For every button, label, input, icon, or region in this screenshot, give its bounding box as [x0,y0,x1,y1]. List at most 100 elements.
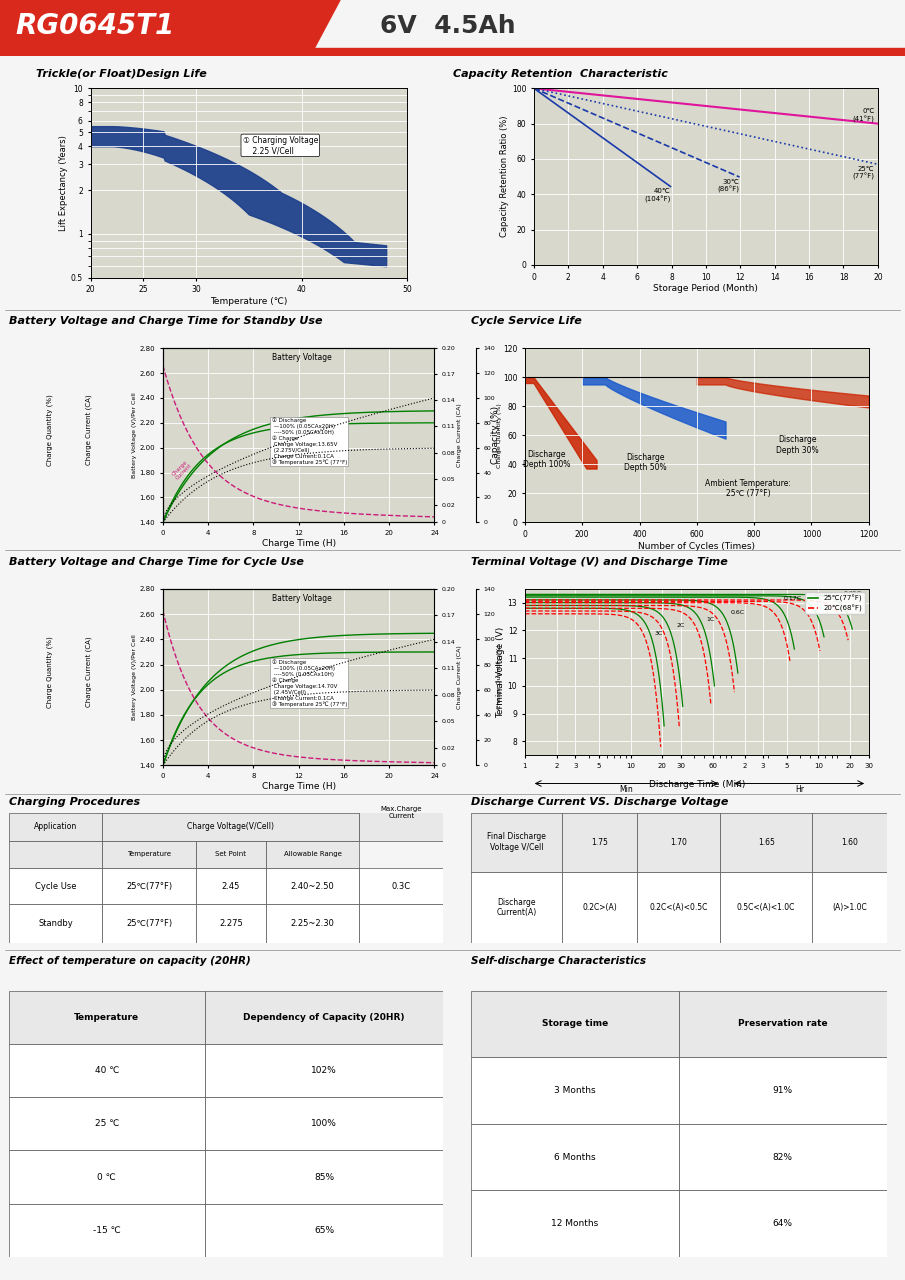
Bar [9,1044,205,1097]
Text: Charge Quantity (%): Charge Quantity (%) [46,394,53,466]
Text: ① Discharge
 —100% (0.05CAx20H)
 ----50% (0.05CAx10H)
② Charge
 Charge Voltage:1: ① Discharge —100% (0.05CAx20H) ----50% (… [272,659,347,707]
Text: Charge
Current: Charge Current [171,460,193,481]
Text: Temperature: Temperature [128,851,171,858]
Y-axis label: Charge Quantity (%): Charge Quantity (%) [497,403,502,467]
Bar [9,841,102,868]
Text: 0 ℃: 0 ℃ [98,1172,116,1181]
X-axis label: Storage Period (Month): Storage Period (Month) [653,284,758,293]
Bar [471,813,562,872]
Bar [679,1057,887,1124]
Bar [471,872,562,943]
Bar [266,868,359,904]
Text: Final Discharge
Voltage V/Cell: Final Discharge Voltage V/Cell [487,832,546,852]
Bar [195,904,266,943]
Text: 0.2C>(A): 0.2C>(A) [582,902,617,911]
Bar [9,813,102,841]
Bar [102,841,195,868]
Bar [679,1190,887,1257]
Y-axis label: Capacity (%): Capacity (%) [491,406,500,465]
Text: 25℃(77°F): 25℃(77°F) [126,882,172,891]
Text: Self-discharge Characteristics: Self-discharge Characteristics [471,956,645,966]
Text: Trickle(or Float)Design Life: Trickle(or Float)Design Life [36,69,207,79]
Bar [9,868,102,904]
Text: Ambient Temperature:
25℃ (77°F): Ambient Temperature: 25℃ (77°F) [706,479,791,498]
Bar [9,991,205,1044]
Text: Cycle Use: Cycle Use [35,882,77,891]
Bar [9,1097,205,1151]
Text: Capacity Retention  Characteristic: Capacity Retention Characteristic [452,69,667,79]
Bar [359,868,443,904]
Text: 0.17C: 0.17C [784,596,802,602]
Y-axis label: Terminal Voltage (V): Terminal Voltage (V) [496,626,505,718]
Text: Standby: Standby [38,919,73,928]
Text: 1.65: 1.65 [757,837,775,846]
Text: 0.3C: 0.3C [392,882,411,891]
Bar [266,904,359,943]
Bar [195,841,266,868]
Bar [102,904,195,943]
Bar [471,1057,679,1124]
Bar [266,841,359,868]
Y-axis label: Battery Voltage (V)/Per Cell: Battery Voltage (V)/Per Cell [132,635,137,719]
Bar [205,991,443,1044]
Text: 3 Months: 3 Months [554,1085,595,1096]
Text: 102%: 102% [311,1066,337,1075]
Text: Discharge
Depth 30%: Discharge Depth 30% [776,435,818,454]
Text: 1.70: 1.70 [671,837,687,846]
Text: Preservation rate: Preservation rate [738,1019,828,1029]
Text: 85%: 85% [314,1172,334,1181]
X-axis label: Charge Time (H): Charge Time (H) [262,539,336,548]
Text: 1C: 1C [706,617,714,622]
Text: 6V  4.5Ah: 6V 4.5Ah [380,14,516,38]
Text: 12 Months: 12 Months [551,1219,598,1229]
X-axis label: Temperature (℃): Temperature (℃) [210,297,288,306]
Text: 0.05C: 0.05C [844,591,862,595]
Text: Allowable Range: Allowable Range [284,851,341,858]
Bar [720,872,812,943]
X-axis label: Charge Time (H): Charge Time (H) [262,782,336,791]
Bar [205,1044,443,1097]
Y-axis label: Capacity Retention Ratio (%): Capacity Retention Ratio (%) [500,116,509,237]
Text: Cycle Service Life: Cycle Service Life [471,316,581,326]
Text: 0.2C<(A)<0.5C: 0.2C<(A)<0.5C [650,902,708,911]
Text: 1.60: 1.60 [841,837,858,846]
X-axis label: Discharge Time (Min): Discharge Time (Min) [649,780,745,788]
Text: Discharge
Depth 50%: Discharge Depth 50% [624,453,667,472]
Text: Charge Current (CA): Charge Current (CA) [85,394,92,466]
Text: 91%: 91% [773,1085,793,1096]
Bar [471,1190,679,1257]
Bar [9,904,102,943]
Text: Charge Quantity (%): Charge Quantity (%) [46,636,53,708]
Bar [637,872,720,943]
Text: Terminal Voltage (V) and Discharge Time: Terminal Voltage (V) and Discharge Time [471,557,728,567]
Text: 25 ℃: 25 ℃ [95,1119,119,1129]
Bar [812,813,887,872]
Text: Battery Voltage and Charge Time for Standby Use: Battery Voltage and Charge Time for Stan… [9,316,322,326]
Bar [471,1124,679,1190]
Bar [562,872,637,943]
Bar [471,991,679,1057]
Bar [102,868,195,904]
Text: 2.25~2.30: 2.25~2.30 [291,919,335,928]
Text: Effect of temperature on capacity (20HR): Effect of temperature on capacity (20HR) [9,956,251,966]
Text: Set Point: Set Point [215,851,246,858]
Text: Min: Min [620,785,634,794]
Bar [9,1203,205,1257]
Polygon shape [0,0,340,56]
Text: 25℃
(77°F): 25℃ (77°F) [853,166,874,180]
Text: Storage time: Storage time [541,1019,608,1029]
Bar [720,813,812,872]
Text: Application: Application [34,822,78,831]
Text: Discharge
Depth 100%: Discharge Depth 100% [523,449,570,468]
Y-axis label: Charge Current (CA): Charge Current (CA) [457,403,462,467]
Bar [102,813,359,841]
Text: Charge Current (CA): Charge Current (CA) [85,636,92,708]
Text: -15 ℃: -15 ℃ [93,1226,120,1235]
Bar [195,868,266,904]
Text: 40℃
(104°F): 40℃ (104°F) [644,188,671,202]
Text: Battery Voltage: Battery Voltage [272,353,331,362]
Text: 40 ℃: 40 ℃ [95,1066,119,1075]
Text: 64%: 64% [773,1219,793,1229]
Text: RG0645T1: RG0645T1 [15,12,175,40]
Text: 3C: 3C [655,631,663,636]
